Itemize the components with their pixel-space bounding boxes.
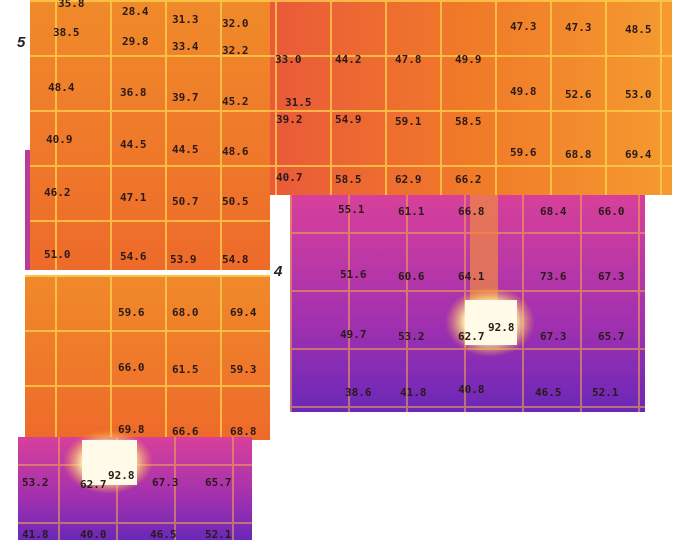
- tile-e-bg: [18, 430, 252, 540]
- temperature-label: 49.9: [455, 53, 482, 66]
- temperature-label: 49.8: [510, 85, 537, 98]
- temperature-label: 51.6: [340, 268, 367, 281]
- temperature-label: 29.8: [122, 35, 149, 48]
- temperature-label: 62.9: [395, 173, 422, 186]
- temperature-label: 28.4: [122, 5, 149, 18]
- temperature-label: 41.8: [22, 528, 49, 540]
- temperature-label: 46.5: [535, 386, 562, 399]
- temperature-label: 62.7: [80, 478, 107, 491]
- temperature-label: 67.3: [152, 476, 179, 489]
- temperature-label: 52.1: [592, 386, 619, 399]
- temperature-label: 39.2: [276, 113, 303, 126]
- temperature-label: 54.8: [222, 253, 249, 266]
- temperature-label: 52.1: [205, 528, 232, 540]
- tile-c-bg: [290, 195, 645, 412]
- temperature-label: 69.4: [230, 306, 257, 319]
- tile-a-bg: [25, 0, 270, 270]
- temperature-label: 48.4: [48, 81, 75, 94]
- temperature-label: 65.7: [205, 476, 232, 489]
- temperature-label: 50.7: [172, 195, 199, 208]
- temperature-label: 61.1: [398, 205, 425, 218]
- temperature-label: 51.0: [44, 248, 71, 261]
- temperature-label: 46.5: [150, 528, 177, 540]
- temperature-label: 39.7: [172, 91, 199, 104]
- side-label: 5: [17, 34, 26, 51]
- temperature-label: 33.4: [172, 40, 199, 53]
- temperature-label: 31.3: [172, 13, 199, 26]
- temperature-label: 68.8: [230, 425, 257, 438]
- temperature-label: 66.8: [458, 205, 485, 218]
- temperature-label: 41.8: [400, 386, 427, 399]
- temperature-label: 53.2: [22, 476, 49, 489]
- temperature-label: 44.5: [120, 138, 147, 151]
- temperature-label: 48.6: [222, 145, 249, 158]
- temperature-label: 47.3: [565, 21, 592, 34]
- temperature-label: 32.0: [222, 17, 249, 30]
- temperature-label: 49.7: [340, 328, 367, 341]
- temperature-label: 69.4: [625, 148, 652, 161]
- temperature-label: 35.8: [58, 0, 85, 10]
- temperature-label: 45.2: [222, 95, 249, 108]
- temperature-label: 68.4: [540, 205, 567, 218]
- temperature-label: 59.3: [230, 363, 257, 376]
- temperature-label: 33.0: [275, 53, 302, 66]
- temperature-label: 55.1: [338, 203, 365, 216]
- temperature-label: 68.0: [172, 306, 199, 319]
- temperature-label: 66.0: [118, 361, 145, 374]
- temperature-label: 73.6: [540, 270, 567, 283]
- temperature-label: 52.6: [565, 88, 592, 101]
- temperature-label: 53.0: [625, 88, 652, 101]
- temperature-label: 92.8: [108, 469, 135, 482]
- temperature-label: 46.2: [44, 186, 71, 199]
- temperature-label: 40.7: [276, 171, 303, 184]
- temperature-label: 64.1: [458, 270, 485, 283]
- temperature-label: 58.5: [455, 115, 482, 128]
- temperature-label: 47.1: [120, 191, 147, 204]
- temperature-label: 32.2: [222, 44, 249, 57]
- temperature-label: 59.6: [510, 146, 537, 159]
- tile-b-bg: [270, 0, 672, 195]
- temperature-label: 47.3: [510, 20, 537, 33]
- temperature-label: 62.7: [458, 330, 485, 343]
- temperature-label: 92.8: [488, 321, 515, 334]
- temperature-label: 50.5: [222, 195, 249, 208]
- temperature-label: 60.6: [398, 270, 425, 283]
- temperature-label: 65.7: [598, 330, 625, 343]
- temperature-label: 69.8: [118, 423, 145, 436]
- temperature-label: 40.0: [80, 528, 107, 540]
- temperature-label: 68.8: [565, 148, 592, 161]
- temperature-label: 66.2: [455, 173, 482, 186]
- temperature-label: 54.9: [335, 113, 362, 126]
- temperature-label: 66.6: [172, 425, 199, 438]
- temperature-label: 44.5: [172, 143, 199, 156]
- side-label: 4: [273, 263, 283, 280]
- temperature-label: 38.5: [53, 26, 80, 39]
- temperature-label: 47.8: [395, 53, 422, 66]
- temperature-label: 36.8: [120, 86, 147, 99]
- temperature-label: 38.6: [345, 386, 372, 399]
- temperature-label: 67.3: [598, 270, 625, 283]
- temperature-label: 40.8: [458, 383, 485, 396]
- temperature-label: 61.5: [172, 363, 199, 376]
- temperature-label: 31.5: [285, 96, 312, 109]
- temperature-label: 58.5: [335, 173, 362, 186]
- temperature-label: 53.9: [170, 253, 197, 266]
- temperature-label: 66.0: [598, 205, 625, 218]
- temperature-label: 53.2: [398, 330, 425, 343]
- temperature-label: 54.6: [120, 250, 147, 263]
- temperature-label: 44.2: [335, 53, 362, 66]
- temperature-label: 40.9: [46, 133, 73, 146]
- temperature-label: 59.6: [118, 306, 145, 319]
- temperature-label: 67.3: [540, 330, 567, 343]
- temperature-label: 59.1: [395, 115, 422, 128]
- temperature-label: 48.5: [625, 23, 652, 36]
- tile-d-bg: [25, 275, 270, 440]
